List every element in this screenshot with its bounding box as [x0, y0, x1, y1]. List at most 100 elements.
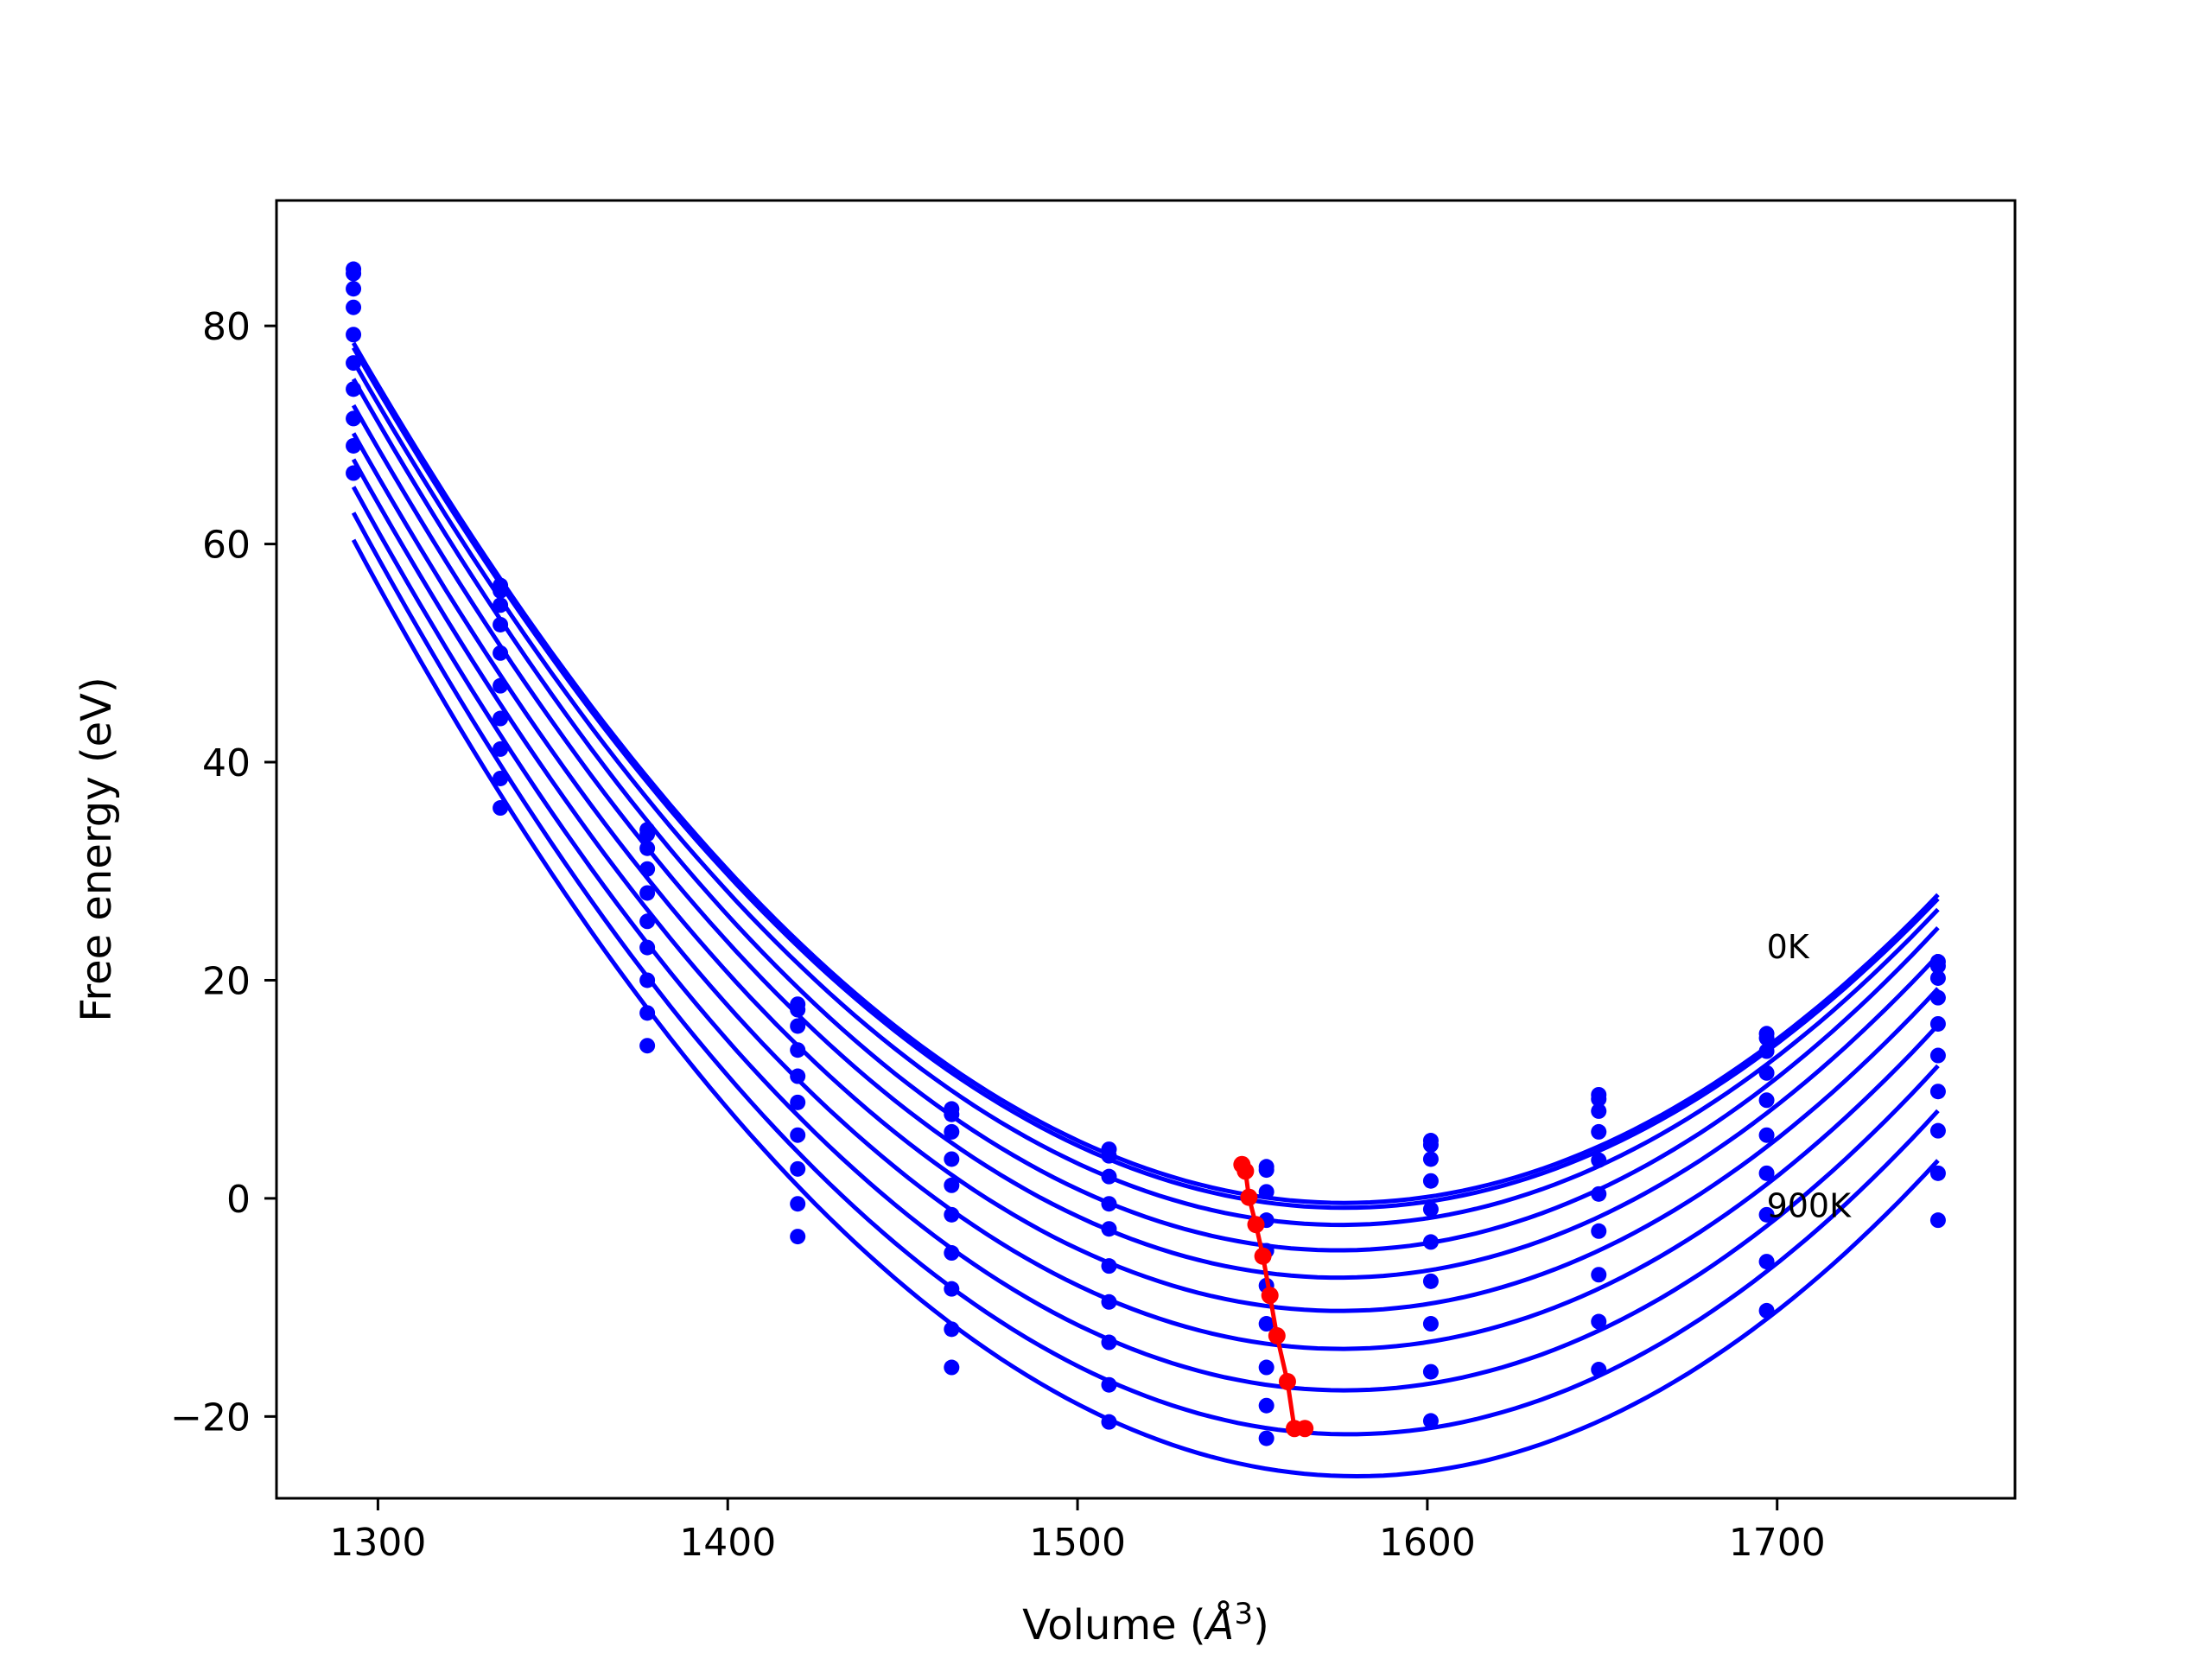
- series-point: [639, 885, 656, 901]
- minima-line: [1240, 1163, 1306, 1431]
- x-tick-label: 1500: [1029, 1521, 1126, 1565]
- series-point: [1101, 1221, 1117, 1237]
- series-point: [1591, 1223, 1607, 1239]
- series-curve-2: [351, 359, 1940, 1228]
- series-point: [790, 1160, 806, 1177]
- series-point: [790, 1001, 806, 1018]
- series-point: [1422, 1151, 1439, 1167]
- series-point: [944, 1281, 960, 1297]
- series-point: [1591, 1123, 1607, 1140]
- series-point: [1591, 1185, 1607, 1202]
- series-point: [1591, 1313, 1607, 1330]
- y-tick-label: 60: [202, 524, 251, 568]
- series-point: [346, 465, 362, 481]
- series-point: [1929, 1122, 1946, 1139]
- series-point: [790, 1042, 806, 1058]
- series-point: [639, 1005, 656, 1021]
- series-point: [346, 299, 362, 315]
- y-axis-label: Free energy (eV): [73, 677, 121, 1021]
- series-point: [1101, 1414, 1117, 1430]
- series-point: [346, 281, 362, 297]
- series-curve-6: [351, 458, 1940, 1351]
- series-point: [790, 1196, 806, 1212]
- series-curves: [351, 341, 1940, 1479]
- series-point: [1929, 969, 1946, 986]
- series-point: [1758, 1127, 1775, 1143]
- series-point: [1101, 1196, 1117, 1212]
- y-tick-label: 80: [202, 305, 251, 349]
- series-point: [1929, 1047, 1946, 1064]
- series-point: [944, 1206, 960, 1223]
- series-point: [944, 1245, 960, 1262]
- series-point: [1101, 1334, 1117, 1351]
- series-point: [1422, 1234, 1439, 1250]
- series-point: [346, 355, 362, 372]
- x-tick-label: 1300: [329, 1521, 426, 1565]
- series-point: [1258, 1430, 1274, 1446]
- series-curve-3: [351, 378, 1940, 1253]
- y-axis-ticks: −20 0 20 40 60 80: [170, 305, 276, 1440]
- series-point: [1101, 1147, 1117, 1164]
- minimum-point: [1240, 1188, 1258, 1206]
- series-curve-1: [351, 346, 1940, 1211]
- curve-annotation: 0K: [1767, 928, 1810, 966]
- series-curve-5: [351, 432, 1940, 1313]
- series-point: [1422, 1273, 1439, 1289]
- x-tick-label: 1600: [1379, 1521, 1476, 1565]
- series-point: [639, 1038, 656, 1054]
- series-point: [493, 582, 509, 599]
- series-point: [790, 1018, 806, 1034]
- series-point: [1758, 1030, 1775, 1046]
- series-point: [1758, 1254, 1775, 1270]
- series-point: [493, 770, 509, 786]
- series-curve-7: [351, 486, 1940, 1393]
- series-point: [1258, 1359, 1274, 1376]
- series-point: [1101, 1168, 1117, 1185]
- series-point: [1591, 1362, 1607, 1378]
- series-point: [1258, 1397, 1274, 1414]
- series-point: [944, 1321, 960, 1338]
- series-point: [1101, 1294, 1117, 1310]
- series-point: [1258, 1162, 1274, 1179]
- series-point: [493, 645, 509, 661]
- series-point: [639, 861, 656, 877]
- minimum-point: [1236, 1162, 1255, 1180]
- minimum-point: [1278, 1372, 1296, 1390]
- series-point: [1758, 1065, 1775, 1081]
- series-points: [346, 261, 1946, 1446]
- series-point: [639, 840, 656, 856]
- x-tick-label: 1700: [1729, 1521, 1826, 1565]
- series-point: [1101, 1376, 1117, 1393]
- y-tick-label: 40: [202, 741, 251, 785]
- series-point: [944, 1106, 960, 1122]
- series-point: [1929, 1165, 1946, 1181]
- series-point: [1929, 989, 1946, 1006]
- minimum-point: [1268, 1326, 1286, 1344]
- series-point: [944, 1359, 960, 1376]
- minimum-point: [1261, 1287, 1279, 1305]
- series-point: [1929, 1015, 1946, 1032]
- series-point: [1591, 1267, 1607, 1283]
- series-point: [1422, 1413, 1439, 1429]
- series-point: [346, 437, 362, 454]
- series-point: [1422, 1316, 1439, 1332]
- plot-frame: [275, 199, 2017, 1500]
- minimum-point: [1296, 1420, 1314, 1438]
- series-point: [944, 1177, 960, 1193]
- series-point: [639, 972, 656, 988]
- x-axis-label: Volume (Å3): [1022, 1597, 1269, 1649]
- series-point: [1591, 1152, 1607, 1168]
- series-point: [1929, 1084, 1946, 1100]
- series-point: [346, 265, 362, 282]
- series-point: [944, 1151, 960, 1167]
- series-point: [1422, 1363, 1439, 1380]
- x-axis-ticks: 1300 1400 1500 1600 1700: [329, 1498, 1826, 1565]
- series-point: [1591, 1091, 1607, 1108]
- series-point: [1422, 1137, 1439, 1154]
- series-point: [493, 800, 509, 817]
- series-point: [1258, 1184, 1274, 1200]
- series-point: [346, 327, 362, 343]
- series-point: [639, 913, 656, 930]
- y-tick-label: 0: [226, 1178, 251, 1222]
